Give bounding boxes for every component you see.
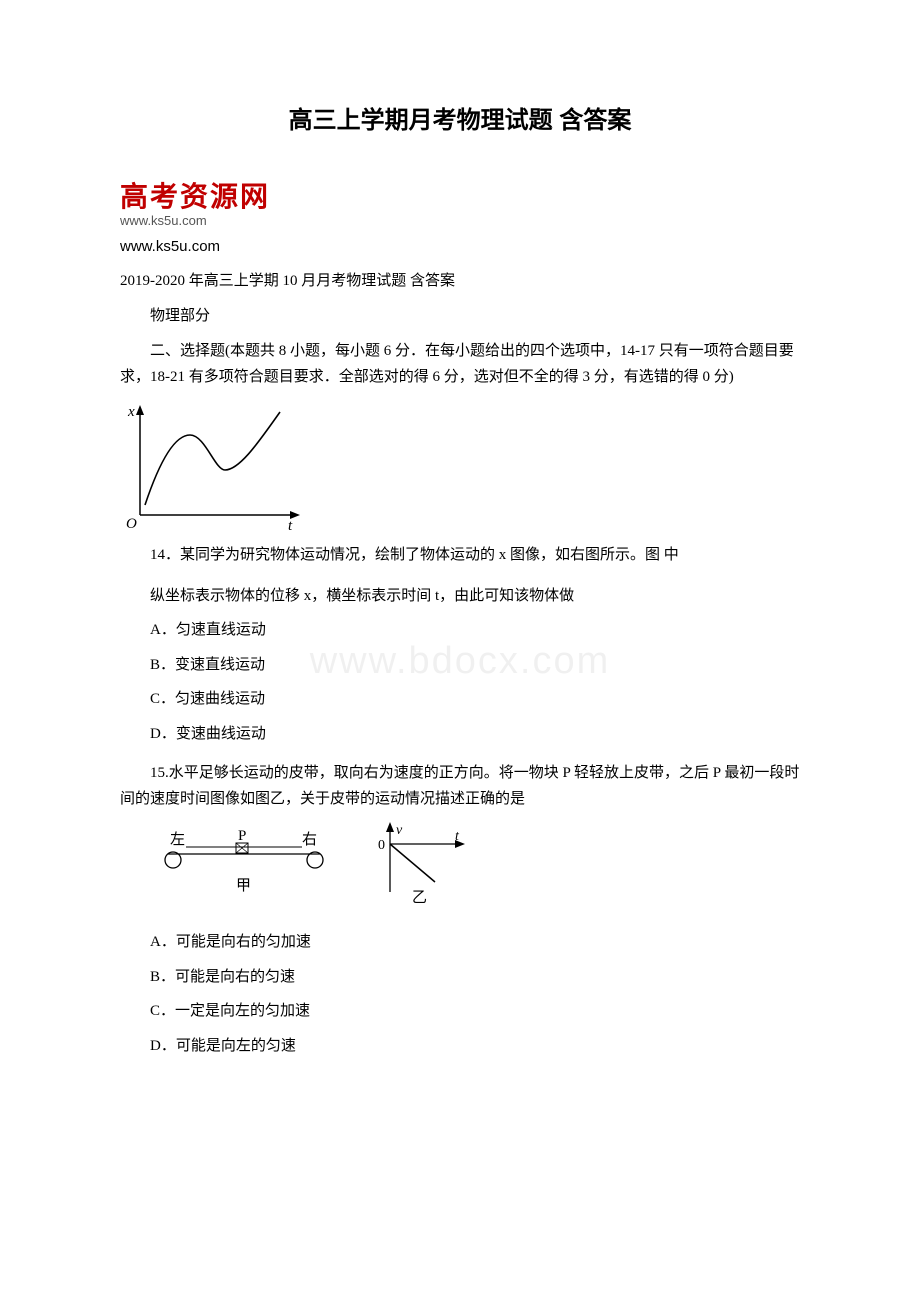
y-axis-label: x	[127, 404, 135, 420]
svg-text:右: 右	[302, 831, 317, 848]
logo-url: www.ks5u.com	[120, 213, 800, 228]
svg-text:P: P	[238, 828, 246, 844]
instructions: 二、选择题(本题共 8 小题，每小题 6 分．在每小题给出的四个选项中，14-1…	[120, 339, 800, 390]
section-label: 物理部分	[120, 304, 800, 325]
q14-options: A．匀速直线运动 B．变速直线运动 C．匀速曲线运动 D．变速曲线运动	[120, 613, 800, 751]
logo-text: 高考资源网	[120, 175, 800, 215]
q14-option-d: D．变速曲线运动	[120, 717, 800, 752]
svg-text:左: 左	[170, 831, 185, 848]
q14-graph: x t O	[120, 400, 800, 530]
svg-text:甲: 甲	[236, 878, 251, 894]
q15-option-b: B．可能是向右的匀速	[120, 960, 800, 995]
q14-stem-line1: 14．某同学为研究物体运动情况，绘制了物体运动的 x 图像，如右图所示。图 中	[120, 538, 800, 573]
svg-text:乙: 乙	[412, 890, 427, 906]
q15-option-c: C．一定是向左的匀加速	[120, 994, 800, 1029]
subtitle: 2019-2020 年高三上学期 10 月月考物理试题 含答案	[120, 269, 800, 290]
page-title: 高三上学期月考物理试题 含答案	[120, 100, 800, 135]
q15-option-d: D．可能是向左的匀速	[120, 1029, 800, 1064]
q15-stem: 15.水平足够长运动的皮带，取向右为速度的正方向。将一物块 P 轻轻放上皮带，之…	[120, 761, 800, 812]
q14-option-b: B．变速直线运动	[120, 648, 800, 683]
q14-stem-line2: 纵坐标表示物体的位移 x，横坐标表示时间 t，由此可知该物体做	[120, 579, 800, 614]
q15-options: A．可能是向右的匀加速 B．可能是向右的匀速 C．一定是向左的匀加速 D．可能是…	[120, 925, 800, 1063]
url-line: www.ks5u.com	[120, 238, 800, 255]
svg-text:v: v	[396, 823, 403, 838]
site-logo: 高考资源网 www.ks5u.com	[120, 175, 800, 228]
origin-label: O	[126, 516, 137, 530]
svg-text:0: 0	[378, 838, 385, 853]
q14-option-a: A．匀速直线运动	[120, 613, 800, 648]
q14-option-c: C．匀速曲线运动	[120, 682, 800, 717]
q15-diagram: 左 右 P 甲 v	[120, 822, 800, 917]
q15-option-a: A．可能是向右的匀加速	[120, 925, 800, 960]
x-axis-label: t	[288, 518, 293, 530]
